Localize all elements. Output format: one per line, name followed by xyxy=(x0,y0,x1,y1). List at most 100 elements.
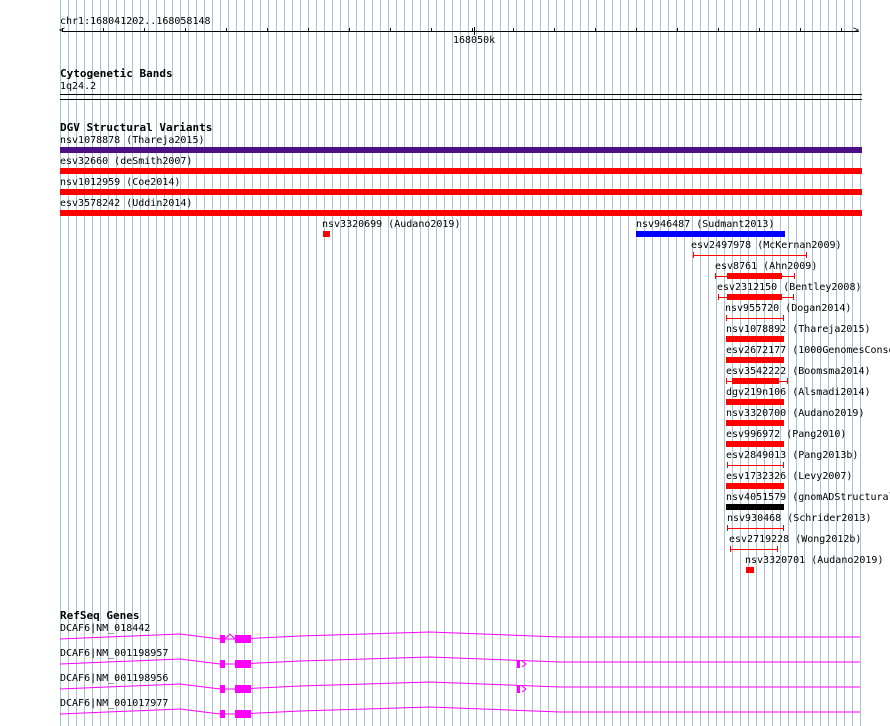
variant-label[interactable]: esv1732326 (Levy2007) xyxy=(726,471,853,482)
variant-label[interactable]: esv2497978 (McKernan2009) xyxy=(691,240,842,251)
variant-label[interactable]: esv3542222 (Boomsma2014) xyxy=(726,366,871,377)
variant-bar[interactable] xyxy=(746,567,754,573)
ruler-minor-tick xyxy=(226,28,227,32)
variant-bar[interactable] xyxy=(60,147,862,153)
strand-arrow-icon xyxy=(521,660,527,668)
intron-line xyxy=(59,681,860,690)
intron-line xyxy=(59,656,860,665)
intron-line xyxy=(59,631,860,640)
cytoband-line-bottom xyxy=(60,99,862,100)
transcript-label[interactable]: DCAF6|NM_018442 xyxy=(60,623,151,634)
ruler-minor-tick xyxy=(267,28,268,32)
variant-bar[interactable] xyxy=(726,357,784,363)
variant-label[interactable]: esv3578242 (Uddin2014) xyxy=(60,198,193,209)
variant-whisker-cap xyxy=(787,378,788,384)
ruler-minor-tick xyxy=(431,28,432,32)
background-grid xyxy=(60,0,862,726)
ruler-right-arrow-icon[interactable]: > xyxy=(853,25,860,36)
variant-bar[interactable] xyxy=(726,483,784,489)
variant-bar[interactable] xyxy=(726,336,784,342)
variant-label[interactable]: nsv955720 (Dogan2014) xyxy=(725,303,852,314)
variant-whisker[interactable] xyxy=(727,528,784,529)
variant-bar[interactable] xyxy=(726,441,784,447)
variant-label[interactable]: nsv4051579 (gnomADStructuralVariants) xyxy=(726,492,890,503)
variant-label[interactable]: esv2312150 (Bentley2008) xyxy=(717,282,862,293)
variant-bar[interactable] xyxy=(726,399,784,405)
ruler-minor-tick xyxy=(62,28,63,32)
variant-whisker[interactable] xyxy=(727,465,784,466)
exon xyxy=(517,685,520,693)
ruler-minor-tick xyxy=(513,28,514,32)
variant-label[interactable]: esv32660 (deSmith2007) xyxy=(60,156,193,167)
variant-bar[interactable] xyxy=(60,168,862,174)
variant-label[interactable]: dgv219n106 (Alsmadi2014) xyxy=(726,387,871,398)
ruler-minor-tick xyxy=(308,28,309,32)
variant-bar[interactable] xyxy=(60,189,862,195)
variant-whisker[interactable] xyxy=(693,255,807,256)
variant-whisker-cap xyxy=(777,546,778,552)
variant-whisker-cap xyxy=(806,252,807,258)
variant-whisker-cap xyxy=(693,252,694,258)
variant-bar[interactable] xyxy=(726,504,784,510)
variant-label[interactable]: nsv1078878 (Thareja2015) xyxy=(60,135,205,146)
exon xyxy=(220,710,225,718)
exon xyxy=(517,660,520,668)
variant-label[interactable]: esv2719228 (Wong2012b) xyxy=(729,534,862,545)
cytoband-line-top xyxy=(60,94,862,95)
ruler-minor-tick xyxy=(144,28,145,32)
variant-bar[interactable] xyxy=(727,273,782,279)
variant-bar[interactable] xyxy=(636,231,785,237)
variant-whisker-cap xyxy=(726,378,727,384)
ruler-minor-tick xyxy=(554,28,555,32)
transcript-label[interactable]: DCAF6|NM_001198957 xyxy=(60,648,169,659)
variant-label[interactable]: esv2672177 (1000GenomesConsortiumPilotPr… xyxy=(726,345,890,356)
variant-label[interactable]: nsv3320700 (Audano2019) xyxy=(726,408,865,419)
ruler-minor-tick xyxy=(103,28,104,32)
transcript-model[interactable] xyxy=(59,706,860,718)
ruler-major-tick xyxy=(474,27,475,35)
variant-label[interactable]: esv2849013 (Pang2013b) xyxy=(726,450,859,461)
variant-label[interactable]: nsv1078892 (Thareja2015) xyxy=(726,324,871,335)
variant-bar[interactable] xyxy=(60,210,862,216)
variant-label[interactable]: nsv946487 (Sudmant2013) xyxy=(636,219,775,230)
variant-label[interactable]: nsv930468 (Schrider2013) xyxy=(727,513,872,524)
variant-label[interactable]: esv996972 (Pang2010) xyxy=(726,429,847,440)
variant-whisker-cap xyxy=(783,462,784,468)
variant-whisker-cap xyxy=(727,525,728,531)
variant-bar[interactable] xyxy=(732,378,779,384)
variant-label[interactable]: nsv3320699 (Audano2019) xyxy=(322,219,461,230)
variant-bar[interactable] xyxy=(726,420,784,426)
variant-whisker-cap xyxy=(783,525,784,531)
transcript-model[interactable] xyxy=(59,631,860,643)
variant-bar[interactable] xyxy=(727,294,782,300)
variant-whisker[interactable] xyxy=(730,549,778,550)
refseq-track-title: RefSeq Genes xyxy=(60,609,140,622)
variant-bar[interactable] xyxy=(323,231,330,237)
variant-label[interactable]: nsv1012959 (Coe2014) xyxy=(60,177,181,188)
variant-label[interactable]: esv8761 (Ahn2009) xyxy=(715,261,818,272)
variant-whisker-cap xyxy=(783,315,784,321)
exon xyxy=(220,635,225,643)
exon xyxy=(220,685,225,693)
exon xyxy=(235,660,251,668)
exon-link xyxy=(224,633,231,640)
ruler-minor-tick xyxy=(185,28,186,32)
ruler-minor-tick xyxy=(759,28,760,32)
transcript-label[interactable]: DCAF6|NM_001017977 xyxy=(60,698,169,709)
ruler-left-arrow-icon[interactable]: < xyxy=(59,25,66,36)
exon xyxy=(235,635,251,643)
ruler-minor-tick xyxy=(636,28,637,32)
ruler-minor-tick xyxy=(677,28,678,32)
variant-label[interactable]: nsv3320701 (Audano2019) xyxy=(745,555,884,566)
variant-whisker[interactable] xyxy=(726,318,784,319)
transcript-model[interactable] xyxy=(59,681,860,693)
exon-link xyxy=(229,633,236,640)
dgv-track-title: DGV Structural Variants xyxy=(60,121,213,134)
ruler-minor-tick xyxy=(718,28,719,32)
ruler-minor-tick xyxy=(349,28,350,32)
ruler-center-label: 168050k xyxy=(453,35,496,46)
transcript-label[interactable]: DCAF6|NM_001198956 xyxy=(60,673,169,684)
transcript-model[interactable] xyxy=(59,656,860,668)
